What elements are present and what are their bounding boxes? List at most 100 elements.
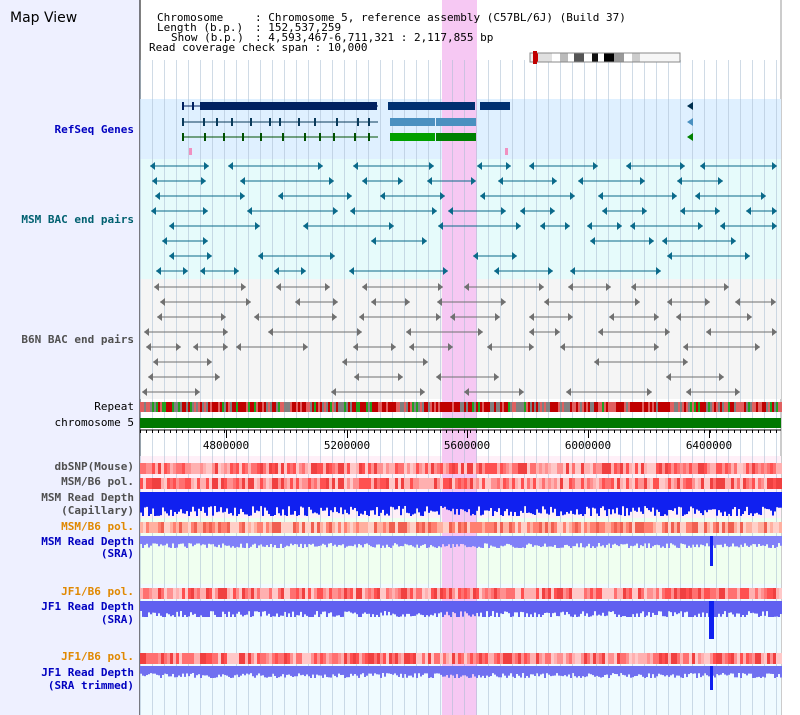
depth-bar	[668, 536, 670, 548]
repeat-segment	[220, 402, 222, 412]
pol-strip	[374, 463, 377, 474]
pol-strip	[230, 478, 233, 489]
depth-bar	[184, 492, 186, 514]
repeat-segment	[414, 402, 416, 412]
depth-bar	[250, 492, 252, 516]
repeat-segment	[452, 402, 454, 412]
depth-bar	[210, 492, 212, 507]
depth-bar	[526, 666, 528, 676]
pol-strip	[164, 653, 167, 664]
track-label-b6n-bac[interactable]: B6N BAC end pairs	[21, 333, 134, 346]
pol-strip	[308, 522, 311, 533]
pol-strip	[650, 463, 653, 474]
repeat-segment	[592, 402, 594, 412]
depth-bar	[220, 536, 222, 548]
pol-strip	[368, 653, 371, 664]
pol-strip	[392, 522, 395, 533]
depth-bar	[486, 666, 488, 676]
pol-strip	[767, 463, 770, 474]
gene-block	[436, 133, 476, 141]
depth-bar	[246, 492, 248, 515]
pol-strip	[659, 588, 662, 599]
depth-bar	[204, 536, 206, 545]
pol-strip	[623, 478, 626, 489]
pol-strip	[587, 478, 590, 489]
repeat-segment	[718, 402, 720, 412]
depth-bar	[298, 666, 300, 674]
track-label-msm-b6-pol-2[interactable]: MSM/B6 pol.	[61, 520, 134, 533]
depth-bar	[232, 536, 234, 547]
pol-strip	[353, 588, 356, 599]
depth-bar	[686, 492, 688, 515]
repeat-segment	[464, 402, 466, 412]
pol-strip	[326, 588, 329, 599]
depth-bar	[272, 601, 274, 617]
exon	[250, 118, 252, 126]
depth-bar	[168, 601, 170, 615]
depth-bar	[352, 666, 354, 676]
gene-arrow	[687, 133, 693, 141]
depth-bar	[246, 536, 248, 544]
depth-bar	[182, 601, 184, 617]
track-label-msm-bac[interactable]: MSM BAC end pairs	[21, 213, 134, 226]
pol-strip	[284, 588, 287, 599]
repeat-segment	[504, 402, 506, 412]
bac-end	[295, 298, 300, 306]
repeat-segment	[442, 402, 444, 412]
track-label-jf1-depth-trim[interactable]: JF1 Read Depth	[41, 666, 134, 679]
exon	[223, 133, 225, 141]
repeat-segment	[364, 402, 366, 412]
depth-bar	[394, 536, 396, 544]
depth-bar	[270, 536, 272, 544]
length-value: : 152,537,259	[255, 21, 342, 34]
depth-bar	[722, 601, 724, 615]
depth-bar	[230, 601, 232, 617]
pol-strip	[164, 588, 167, 599]
pol-strip	[314, 478, 317, 489]
track-label-jf1-depth-sra[interactable]: JF1 Read Depth	[41, 600, 134, 613]
pol-strip	[467, 653, 470, 664]
bac-end	[438, 283, 443, 291]
depth-bar	[760, 492, 762, 516]
depth-bar	[324, 601, 326, 612]
repeat-segment	[214, 402, 216, 412]
pol-strip	[572, 588, 575, 599]
bac-end	[153, 358, 158, 366]
track-label-msm-b6-pol-1[interactable]: MSM/B6 pol.	[61, 475, 134, 488]
track-label-jf1-b6-pol-2[interactable]: JF1/B6 pol.	[61, 650, 134, 663]
axis-tick-label: 6400000	[686, 439, 732, 452]
bac-end	[672, 192, 677, 200]
depth-bar	[268, 666, 270, 677]
pol-strip	[578, 522, 581, 533]
bac-end	[667, 252, 672, 260]
depth-bar	[774, 536, 776, 548]
depth-bar	[412, 492, 414, 515]
pol-strip	[506, 588, 509, 599]
depth-bar	[506, 601, 508, 612]
depth-bar	[450, 536, 452, 548]
depth-bar	[512, 601, 514, 617]
track-label-msm-depth-cap[interactable]: MSM Read Depth	[41, 491, 134, 504]
track-label-msm-depth-sra[interactable]: MSM Read Depth	[41, 535, 134, 548]
depth-bar	[330, 492, 332, 511]
track-label-dbsnp[interactable]: dbSNP(Mouse)	[54, 460, 134, 473]
depth-bar	[706, 666, 708, 676]
depth-bar	[708, 666, 710, 677]
depth-bar	[528, 666, 530, 678]
pol-strip	[347, 463, 350, 474]
repeat-segment	[432, 402, 434, 412]
ideogram-band	[530, 53, 534, 62]
track-label-jf1-b6-pol-1[interactable]: JF1/B6 pol.	[61, 585, 134, 598]
track-label-refseq[interactable]: RefSeq Genes	[54, 123, 134, 136]
depth-bar	[156, 601, 158, 617]
pol-strip	[770, 463, 773, 474]
depth-bar	[590, 536, 592, 548]
repeat-segment	[160, 402, 162, 412]
pol-strip	[203, 653, 206, 664]
depth-bar	[570, 601, 572, 617]
bac-end	[333, 298, 338, 306]
depth-bar	[374, 492, 376, 515]
depth-bar	[772, 536, 774, 546]
pol-strip	[188, 588, 191, 599]
